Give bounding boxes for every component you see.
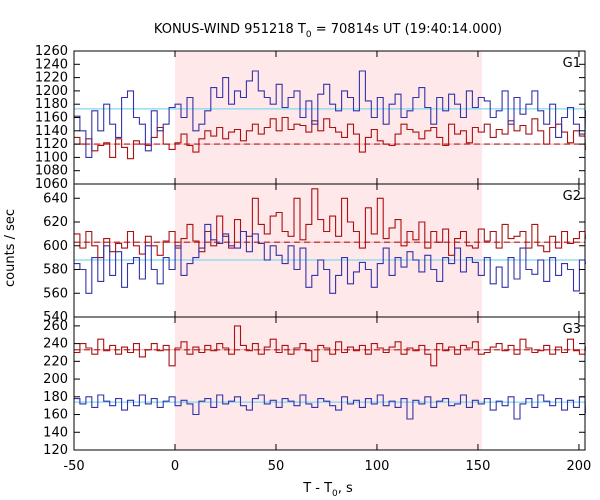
- y-tick-label: 620: [43, 215, 68, 230]
- chart-title-subscript: 0: [306, 30, 312, 40]
- blue-series-G2: [74, 223, 587, 294]
- panel-label-G1: G1: [563, 56, 581, 71]
- y-tick-label: 240: [43, 337, 68, 352]
- background-layer: [174, 51, 482, 450]
- x-tick-label: 150: [466, 459, 491, 474]
- panel-frame: [73, 316, 586, 451]
- y-tick-label: 540: [43, 310, 68, 325]
- x-axis-label-subscript: 0: [332, 489, 338, 499]
- panel-label-G3: G3: [563, 322, 581, 337]
- y-tick-label: 120: [43, 443, 68, 458]
- y-tick-label: 1160: [35, 111, 68, 126]
- plot-layer: [74, 70, 587, 420]
- x-axis-label: T - T0, s: [302, 481, 353, 499]
- y-axis-label: counts / sec: [3, 209, 18, 287]
- y-tick-label: 1120: [35, 137, 68, 152]
- highlight-band: [174, 51, 482, 450]
- y-tick-label: 640: [43, 191, 68, 206]
- y-tick-label: 580: [43, 263, 68, 278]
- y-tick-label: 1080: [35, 164, 68, 179]
- y-tick-label: 220: [43, 354, 68, 369]
- y-tick-label: 600: [43, 239, 68, 254]
- red-series-G2: [74, 188, 586, 259]
- x-tick-label: 200: [567, 459, 592, 474]
- axis-layer: 1060108011001120114011601180120012201240…: [35, 44, 591, 474]
- x-tick-label: 0: [171, 459, 179, 474]
- y-tick-label: 260: [43, 319, 68, 334]
- y-tick-label: 560: [43, 286, 68, 301]
- y-tick-label: 1260: [35, 44, 68, 59]
- y-tick-label: 1140: [35, 124, 68, 139]
- y-tick-label: 1060: [35, 177, 68, 192]
- blue-series-G3: [74, 394, 586, 420]
- x-tick-label: -50: [63, 459, 84, 474]
- y-tick-label: 1220: [35, 71, 68, 86]
- red-series-G3: [74, 325, 586, 367]
- y-tick-label: 160: [43, 408, 68, 423]
- panel-label-G2: G2: [563, 189, 581, 204]
- y-tick-label: 1180: [35, 97, 68, 112]
- y-tick-label: 1240: [35, 57, 68, 72]
- y-tick-label: 1100: [35, 150, 68, 165]
- chart-title: KONUS-WIND 951218 T0 = 70814s UT (19:40:…: [154, 22, 502, 40]
- blue-series-G1: [74, 70, 586, 158]
- y-tick-label: 180: [43, 390, 68, 405]
- red-series-G1: [74, 116, 586, 160]
- y-tick-label: 140: [43, 425, 68, 440]
- x-tick-label: 100: [365, 459, 390, 474]
- y-tick-label: 200: [43, 372, 68, 387]
- x-tick-label: 50: [268, 459, 285, 474]
- y-tick-label: 1200: [35, 84, 68, 99]
